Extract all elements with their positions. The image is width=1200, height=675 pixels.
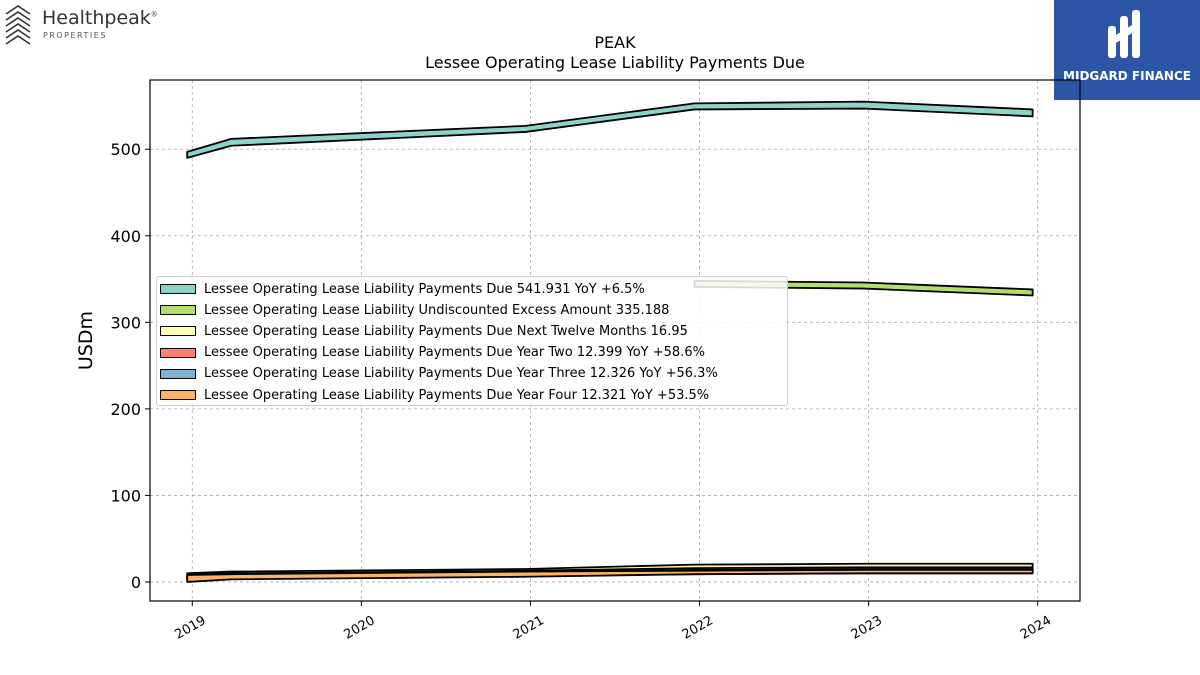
series-band-6 xyxy=(186,568,1034,583)
chart-title: PEAK xyxy=(594,33,636,52)
legend-swatch xyxy=(160,368,196,379)
y-tick-label: 300 xyxy=(110,313,141,332)
brand-logo xyxy=(4,4,164,48)
corner-badge: MIDGARD FINANCE xyxy=(1054,0,1200,100)
brand-name: Healthpeak® xyxy=(42,7,158,29)
series-layer xyxy=(186,100,1034,583)
x-tick-label: 2022 xyxy=(680,613,716,643)
legend-label: Lessee Operating Lease Liability Payment… xyxy=(204,345,705,361)
y-tick-label: 500 xyxy=(110,140,141,159)
x-tick-label: 2021 xyxy=(511,613,547,643)
legend-item: Lessee Operating Lease Liability Payment… xyxy=(160,386,709,404)
legend-label: Lessee Operating Lease Liability Payment… xyxy=(204,387,710,403)
x-tick-label: 2023 xyxy=(849,613,885,643)
building-stack-icon xyxy=(5,5,31,45)
legend-label: Lessee Operating Lease Liability Undisco… xyxy=(204,302,670,318)
legend-item: Lessee Operating Lease Liability Undisco… xyxy=(160,301,669,319)
corner-badge-text: MIDGARD FINANCE xyxy=(1063,69,1191,83)
badge-emblem-icon xyxy=(1108,10,1140,58)
legend-swatch xyxy=(160,284,196,294)
y-tick-label: 100 xyxy=(110,486,141,505)
y-tick-label: 200 xyxy=(110,400,141,419)
legend-item: Lessee Operating Lease Liability Payment… xyxy=(160,280,645,298)
legend-item: Lessee Operating Lease Liability Payment… xyxy=(160,322,688,340)
legend-label: Lessee Operating Lease Liability Payment… xyxy=(204,281,645,297)
plot-frame xyxy=(149,79,1081,602)
legend-label: Lessee Operating Lease Liability Payment… xyxy=(204,323,688,339)
x-tick-label: 2020 xyxy=(342,613,378,643)
legend-item: Lessee Operating Lease Liability Payment… xyxy=(160,365,718,383)
series-band-1 xyxy=(186,100,1034,159)
legend-swatch xyxy=(160,390,196,400)
legend-swatch xyxy=(160,326,196,337)
y-tick-label: 0 xyxy=(131,573,141,592)
legend-swatch xyxy=(160,347,196,358)
brand-subtitle: PROPERTIES xyxy=(43,31,107,40)
x-tick-label: 2019 xyxy=(172,613,208,643)
y-tick-label: 400 xyxy=(110,227,141,246)
chart-subtitle: Lessee Operating Lease Liability Payment… xyxy=(425,53,805,72)
legend: Lessee Operating Lease Liability Payment… xyxy=(156,276,788,406)
legend-label: Lessee Operating Lease Liability Payment… xyxy=(204,366,718,382)
legend-item: Lessee Operating Lease Liability Payment… xyxy=(160,344,705,362)
legend-swatch xyxy=(160,305,196,316)
y-axis-label: USDm xyxy=(75,311,97,370)
x-tick-label: 2024 xyxy=(1018,613,1054,643)
